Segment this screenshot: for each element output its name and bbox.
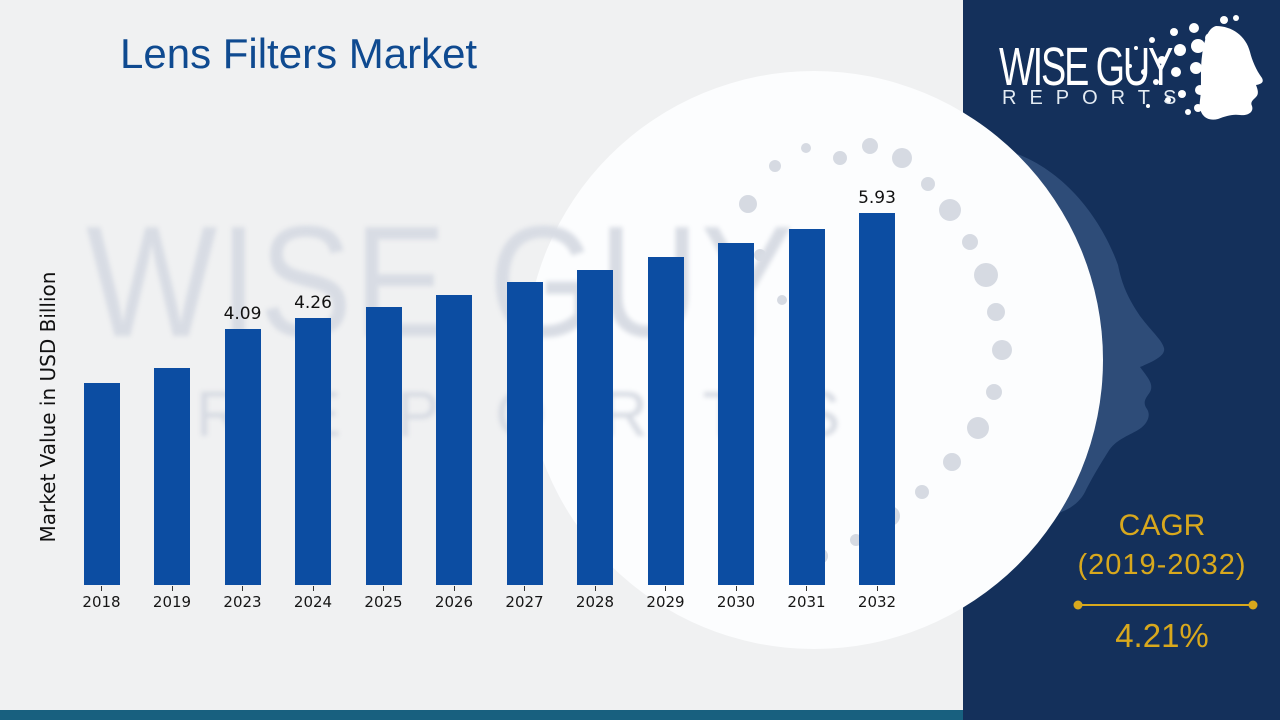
cagr-divider-line [1073, 600, 1258, 610]
page-title: Lens Filters Market [120, 30, 478, 77]
logo-face-icon [1199, 26, 1263, 120]
x-tick [876, 586, 878, 591]
bar-2029 [647, 257, 684, 585]
x-tick [665, 586, 666, 591]
bar-2023 [224, 329, 261, 585]
x-label-2028: 2028 [575, 593, 615, 611]
logo-reports-text: REPORTS [1002, 87, 1190, 109]
bar-2032 [859, 213, 895, 585]
bar-2025 [365, 307, 402, 585]
x-label-2025: 2025 [364, 593, 403, 611]
x-label-2018: 2018 [82, 593, 121, 611]
x-tick [171, 586, 173, 591]
x-label-2031: 2031 [787, 593, 826, 611]
x-label-2024: 2024 [293, 593, 333, 611]
y-axis-label: Market Value in USD Billion [36, 271, 60, 543]
x-label-2032: 2032 [857, 593, 897, 611]
x-tick [524, 586, 525, 591]
logo-wordmark: WISE GUY [999, 37, 1173, 97]
bottom-accent-strip [0, 710, 963, 720]
x-label-2019: 2019 [152, 593, 192, 611]
x-tick [453, 586, 455, 591]
x-label-2030: 2030 [716, 593, 756, 611]
x-tick [735, 586, 737, 591]
x-tick [101, 586, 102, 591]
bar-2026 [436, 295, 472, 585]
bar-2024 [295, 318, 331, 585]
x-tick [312, 586, 314, 591]
x-tick [594, 586, 596, 591]
bar-value-label-2024: 4.26 [294, 293, 332, 313]
brand-logo: WISE GUY REPORTS [963, 0, 1280, 130]
bar-2027 [506, 282, 543, 585]
x-tick [806, 586, 807, 591]
cagr-block: CAGR (2019-2032) 4.21% [1052, 506, 1272, 656]
logo-head-art [1128, 15, 1263, 120]
x-tick [383, 586, 384, 591]
bar-2018 [83, 383, 120, 585]
bar-2031 [788, 229, 825, 585]
x-label-2023: 2023 [223, 593, 262, 611]
bar-2019 [154, 368, 190, 585]
bar-value-label-2023: 4.09 [223, 304, 262, 324]
x-label-2027: 2027 [505, 593, 544, 611]
bar-2030 [718, 243, 754, 585]
bar-value-label-2032: 5.93 [858, 188, 896, 208]
bar-2028 [577, 270, 613, 585]
cagr-label: CAGR [1118, 509, 1206, 542]
x-tick [242, 586, 243, 591]
x-label-2026: 2026 [434, 593, 474, 611]
cagr-range: (2019-2032) [1077, 549, 1247, 581]
x-label-2029: 2029 [646, 593, 685, 611]
cagr-value: 4.21% [1115, 617, 1209, 654]
